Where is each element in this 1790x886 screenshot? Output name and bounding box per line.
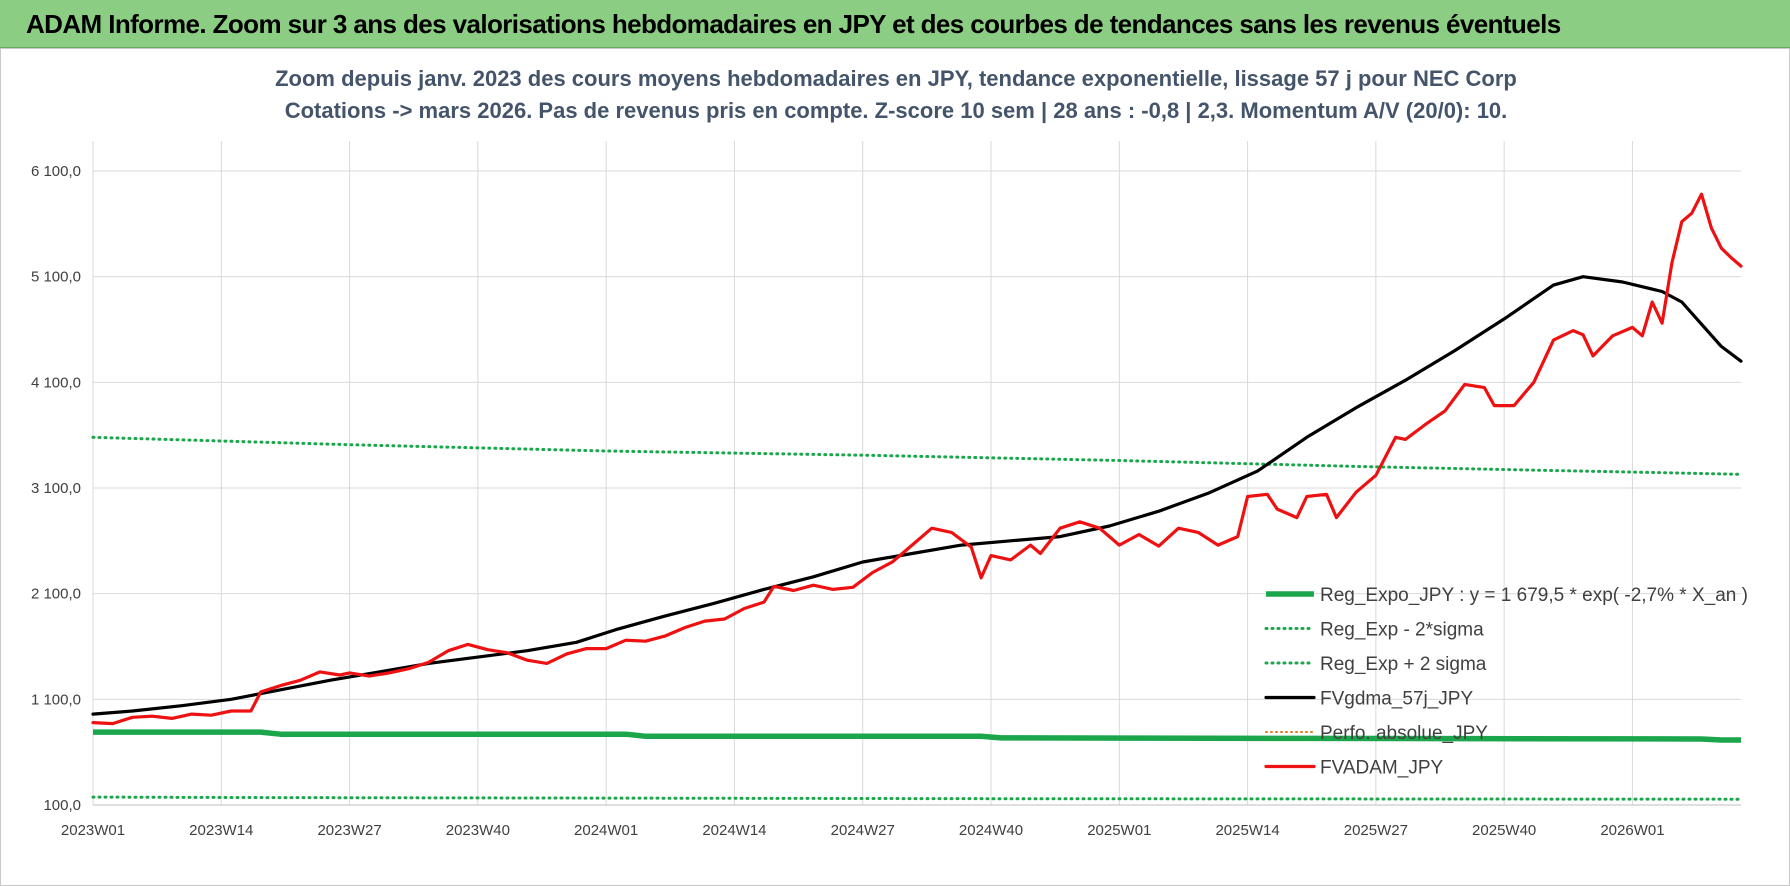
y-tick-label: 6 100,0	[31, 163, 81, 180]
series-line-0	[93, 729, 1741, 743]
x-tick-label: 2026W01	[1600, 822, 1664, 839]
x-tick-label: 2024W27	[831, 822, 895, 839]
x-tick-label: 2024W40	[959, 822, 1023, 839]
x-tick-label: 2024W14	[702, 822, 766, 839]
grid-lines	[92, 141, 1741, 806]
series-line-3	[91, 275, 1743, 716]
legend-label: Reg_Exp + 2 sigma	[1320, 654, 1487, 675]
y-tick-label: 2 100,0	[31, 586, 81, 603]
legend-label: Reg_Exp - 2*sigma	[1320, 620, 1484, 641]
series-line-1	[91, 795, 1743, 801]
legend-label: Reg_Expo_JPY : y = 1 679,5 * exp( -2,7% …	[1320, 585, 1748, 606]
y-tick-label: 3 100,0	[31, 480, 81, 497]
series-line-2	[91, 435, 1743, 476]
y-axis-ticks: 100,0 1 100,0 2 100,0 3 100,0 4 100,0 5 100,0…	[31, 163, 81, 814]
x-axis-ticks: 2023W01 2023W14 2023W27 2023W40 2024W01 2024W…	[61, 822, 1665, 839]
x-tick-label: 2023W01	[61, 822, 125, 839]
x-tick-label: 2025W01	[1087, 822, 1151, 839]
x-tick-label: 2025W27	[1344, 822, 1408, 839]
x-tick-label: 2023W27	[317, 822, 381, 839]
chart-title: Zoom depuis janv. 2023 des cours moyens …	[275, 66, 1517, 91]
x-tick-label: 2023W14	[189, 822, 253, 839]
legend-label: FVgdma_57j_JPY	[1320, 689, 1473, 710]
x-tick-label: 2025W14	[1215, 822, 1279, 839]
chart-frame: Zoom depuis janv. 2023 des cours moyens …	[0, 48, 1790, 886]
y-tick-label: 100,0	[43, 797, 81, 814]
y-tick-label: 5 100,0	[31, 269, 81, 286]
x-tick-label: 2024W01	[574, 822, 638, 839]
y-tick-label: 1 100,0	[31, 691, 81, 708]
series-group	[91, 192, 1743, 801]
y-tick-label: 4 100,0	[31, 374, 81, 391]
page-title: ADAM Informe. Zoom sur 3 ans des valoris…	[26, 9, 1561, 39]
x-tick-label: 2023W40	[446, 822, 510, 839]
chart-subtitle: Cotations -> mars 2026. Pas de revenus p…	[285, 98, 1508, 123]
legend-label: Perfo. absolue_JPY	[1320, 723, 1488, 744]
legend: Reg_Expo_JPY : y = 1 679,5 * exp( -2,7% …	[1264, 585, 1748, 779]
line-chart: Zoom depuis janv. 2023 des cours moyens …	[31, 66, 1748, 839]
header-banner: ADAM Informe. Zoom sur 3 ans des valoris…	[0, 0, 1790, 48]
series-line-5	[91, 192, 1743, 726]
x-tick-label: 2025W40	[1472, 822, 1536, 839]
legend-label: FVADAM_JPY	[1320, 758, 1444, 779]
